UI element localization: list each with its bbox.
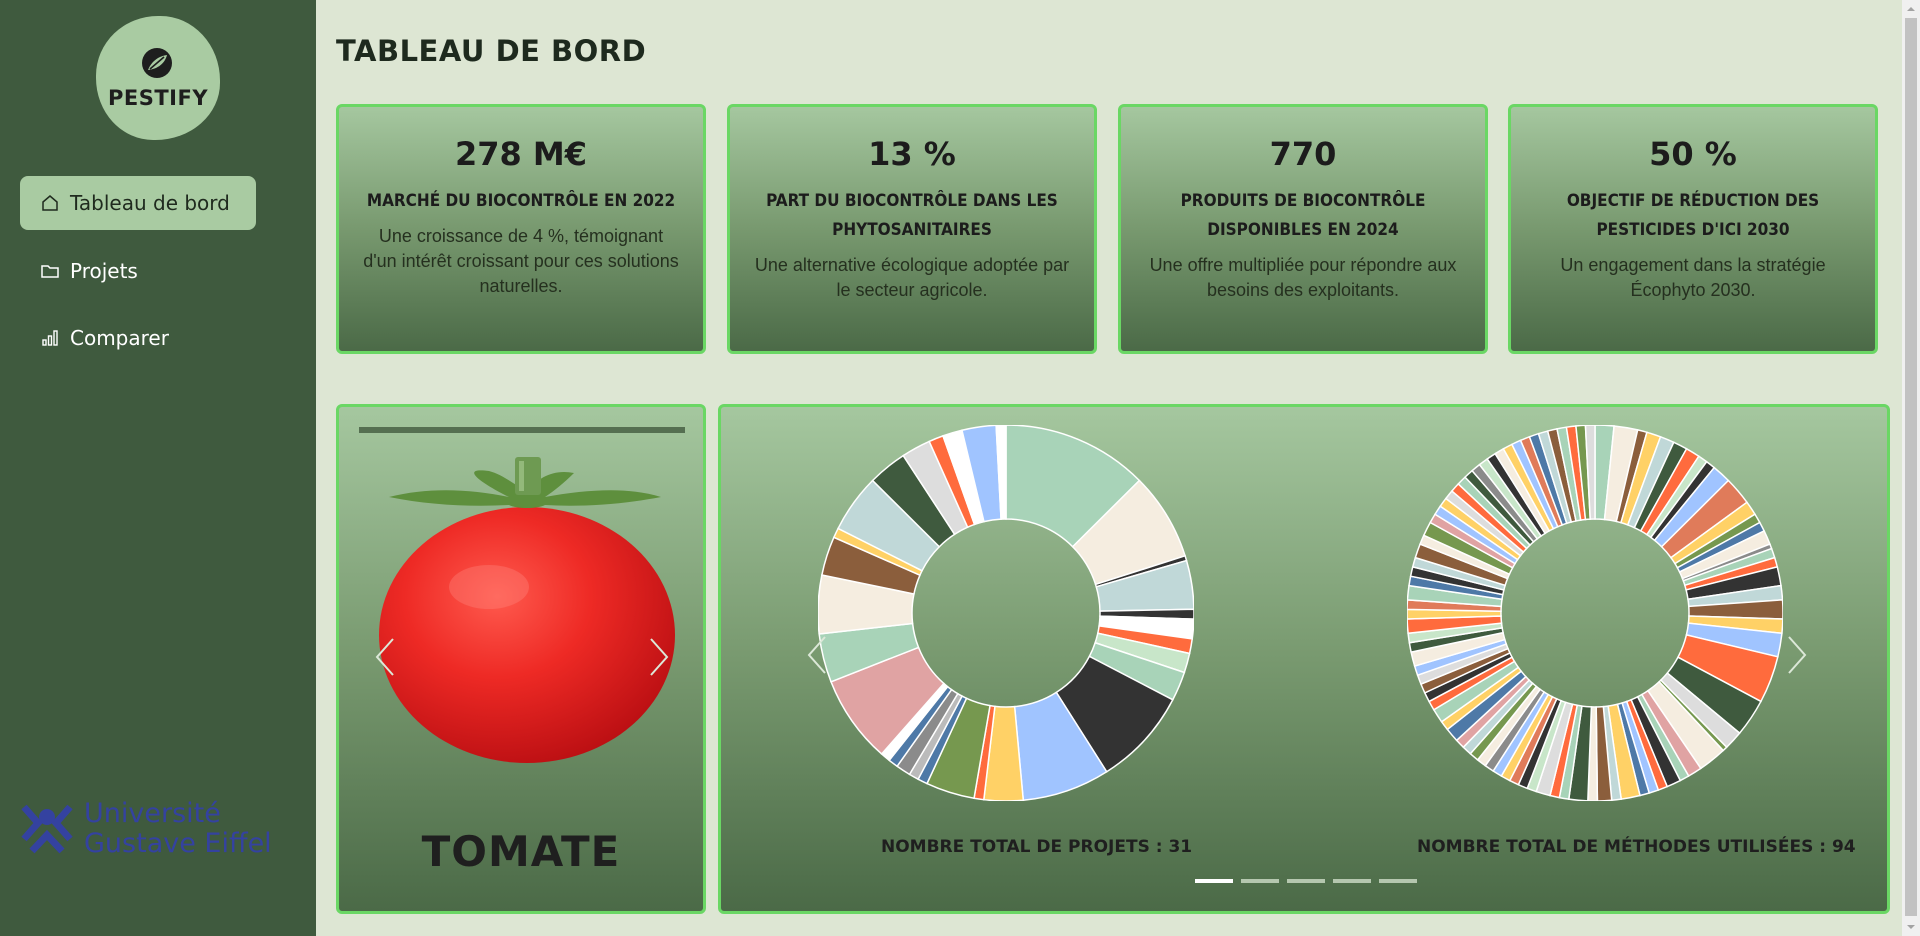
carousel-indicators — [1195, 879, 1417, 883]
stat-description: Un engagement dans la stratégie Écophyto… — [1560, 255, 1826, 300]
carousel-dot[interactable] — [1287, 879, 1325, 883]
folder-icon — [40, 261, 60, 281]
stat-description: Une offre multipliée pour répondre aux b… — [1149, 255, 1457, 300]
methods-donut-chart — [1407, 425, 1783, 801]
carousel-progress-bar — [359, 427, 685, 433]
stat-description: Une croissance de 4 %, témoignant d'un i… — [363, 226, 679, 296]
page-scrollbar[interactable] — [1902, 0, 1920, 936]
charts-carousel: NOMBRE TOTAL DE PROJETS : 31 NOMBRE TOTA… — [718, 404, 1890, 914]
university-emblem-icon — [21, 804, 73, 854]
chevron-left-icon[interactable] — [373, 635, 397, 679]
chevron-left-icon[interactable] — [805, 633, 829, 677]
carousel-dot[interactable] — [1379, 879, 1417, 883]
university-logo: Université Gustave Eiffel — [18, 796, 300, 862]
tomato-image — [379, 457, 675, 763]
carousel-dot[interactable] — [1241, 879, 1279, 883]
methods-total-label: NOMBRE TOTAL DE MÉTHODES UTILISÉES : 94 — [1417, 837, 1856, 857]
donut-slice[interactable] — [995, 425, 1007, 520]
chevron-right-icon[interactable] — [1785, 633, 1809, 677]
stat-value: 278 M€ — [454, 135, 588, 173]
chevron-right-icon[interactable] — [647, 635, 671, 679]
carousel-dot[interactable] — [1333, 879, 1371, 883]
scroll-thumb[interactable] — [1905, 18, 1917, 916]
projects-donut-chart — [818, 425, 1194, 801]
university-name: Université Gustave Eiffel — [84, 799, 272, 859]
home-icon — [40, 193, 60, 213]
stat-title: PART DU BIOCONTRÔLE DANS LES PHYTOSANITA… — [766, 191, 1058, 240]
stat-value: 13 % — [868, 135, 956, 173]
stat-card-share: 13 % PART DU BIOCONTRÔLE DANS LES PHYTOS… — [727, 104, 1097, 354]
stat-card-market: 278 M€ MARCHÉ DU BIOCONTRÔLE EN 2022 Une… — [336, 104, 706, 354]
stat-value: 50 % — [1649, 135, 1737, 173]
page-title: TABLEAU DE BORD — [336, 34, 647, 68]
stat-card-products: 770 PRODUITS DE BIOCONTRÔLE DISPONIBLES … — [1118, 104, 1488, 354]
university-line-2: Gustave Eiffel — [84, 828, 272, 859]
bar-chart-icon — [40, 328, 60, 348]
sidebar-item-label: Projets — [70, 259, 138, 283]
carousel-dot[interactable] — [1195, 879, 1233, 883]
university-line-1: Université — [84, 798, 221, 829]
sidebar-item-tableau-de-bord[interactable]: Tableau de bord — [20, 176, 256, 230]
stat-value: 770 — [1269, 135, 1337, 173]
projects-total-label: NOMBRE TOTAL DE PROJETS : 31 — [881, 837, 1193, 857]
stat-title: PRODUITS DE BIOCONTRÔLE DISPONIBLES EN 2… — [1180, 191, 1426, 240]
sidebar-item-comparer[interactable]: Comparer — [20, 311, 169, 365]
stat-card-objective: 50 % OBJECTIF DE RÉDUCTION DES PESTICIDE… — [1508, 104, 1878, 354]
scroll-down-icon[interactable] — [1906, 922, 1916, 932]
leaf-logo-icon — [142, 48, 172, 78]
donut-slice[interactable] — [1584, 425, 1596, 520]
stat-title: MARCHÉ DU BIOCONTRÔLE EN 2022 — [366, 191, 676, 211]
stat-description: Une alternative écologique adoptée par l… — [754, 255, 1070, 300]
sidebar-item-projets[interactable]: Projets — [20, 244, 138, 298]
vegetable-name: TOMATE — [421, 827, 621, 876]
sidebar-item-label: Comparer — [70, 326, 169, 350]
vegetable-carousel: TOMATE — [336, 404, 706, 914]
sidebar: PESTIFY Tableau de bord Projets Comparer… — [0, 0, 316, 936]
pestify-logo[interactable]: PESTIFY — [96, 16, 220, 140]
stat-title: OBJECTIF DE RÉDUCTION DES PESTICIDES D'I… — [1566, 191, 1820, 240]
scroll-up-icon[interactable] — [1906, 4, 1916, 14]
sidebar-item-label: Tableau de bord — [70, 191, 230, 215]
logo-text: PESTIFY — [107, 86, 209, 110]
